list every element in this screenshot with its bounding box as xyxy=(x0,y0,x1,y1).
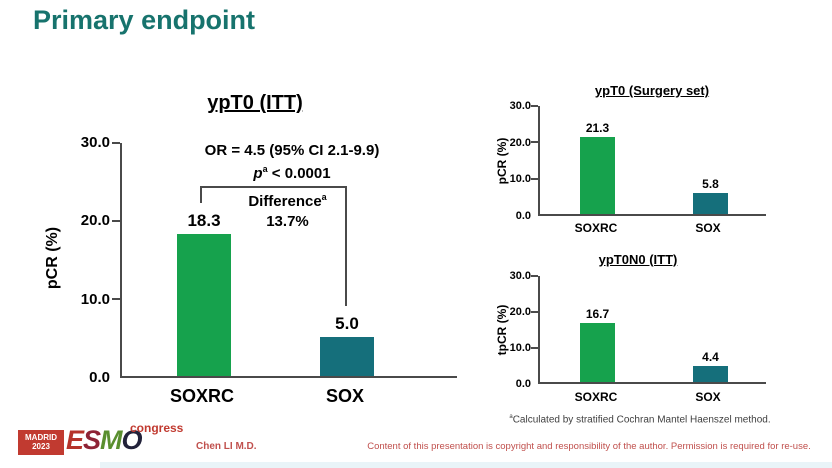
y-tick-mark xyxy=(112,142,120,144)
y-tick-label: 30.0 xyxy=(509,100,531,112)
y-tick-label: 20.0 xyxy=(509,306,531,318)
y-tick-mark xyxy=(531,347,538,349)
y-tick-mark xyxy=(531,105,538,107)
y-tick-mark xyxy=(531,275,538,277)
bar-value-label: 16.7 xyxy=(585,307,610,321)
copyright-notice: Content of this presentation is copyrigh… xyxy=(367,441,811,452)
x-category-label: SOXRC xyxy=(574,390,618,404)
bottom-accent-strip xyxy=(100,462,832,468)
chart-title: ypT0N0 (ITT) xyxy=(598,252,678,267)
comparison-bracket-top xyxy=(200,186,347,188)
y-tick-label: 20.0 xyxy=(80,212,110,229)
bar-value-label: 5.8 xyxy=(702,177,719,192)
y-axis-label: tpCR (%) xyxy=(495,304,509,356)
presenter-name: Chen LI M.D. xyxy=(196,441,257,452)
bar-group-sox: 5.8 xyxy=(693,106,728,214)
bar-group-soxrc: 21.3 xyxy=(580,106,615,214)
bar-group-sox: 5.0 xyxy=(320,143,374,376)
y-tick-label: 30.0 xyxy=(509,270,531,282)
plot-area: 16.7 4.4 xyxy=(538,276,766,384)
p-superscript: a xyxy=(262,164,268,174)
y-tick-mark xyxy=(531,178,538,180)
chart-title: ypT0 (Surgery set) xyxy=(594,83,710,98)
y-tick-mark xyxy=(112,298,120,300)
year-label: 2023 xyxy=(32,442,50,451)
footnote: aCalculated by stratified Cochran Mantel… xyxy=(509,414,771,426)
esmo-letter: O xyxy=(121,425,143,455)
bar-value-label: 21.3 xyxy=(585,121,610,136)
bar-value-label: 5.0 xyxy=(335,314,359,334)
y-tick-label: 20.0 xyxy=(509,137,531,149)
comparison-bracket-right xyxy=(345,186,347,306)
bar-group-soxrc: 16.7 xyxy=(580,276,615,382)
y-tick-label: 10.0 xyxy=(509,173,531,185)
congress-label: congress xyxy=(130,421,184,435)
y-tick-label: 0.0 xyxy=(89,369,110,386)
y-tick-mark xyxy=(531,311,538,313)
difference-label: Differencea xyxy=(248,192,327,210)
difference-value: 13.7% xyxy=(266,213,309,230)
x-category-label: SOXRC xyxy=(169,386,234,406)
y-tick-mark xyxy=(112,220,120,222)
madrid-label: MADRID xyxy=(25,433,57,442)
esmo-logo: ESMO xyxy=(66,425,143,456)
bar-group-sox: 4.4 xyxy=(693,276,728,382)
y-tick-label: 10.0 xyxy=(80,291,110,308)
y-tick-label: 0.0 xyxy=(515,210,531,222)
plot-area: 21.3 5.8 xyxy=(538,106,766,216)
y-axis-label: pCR (%) xyxy=(44,226,61,290)
y-tick-label: 0.0 xyxy=(515,378,531,390)
p-value-annotation: pa < 0.0001 xyxy=(137,164,447,182)
esmo-madrid-badge: MADRID 2023 xyxy=(18,430,64,455)
y-tick-label: 30.0 xyxy=(80,134,110,151)
footnote-marker: a xyxy=(509,414,513,420)
bar-soxrc xyxy=(580,323,615,382)
y-tick-mark xyxy=(531,141,538,143)
p-symbol: p xyxy=(253,165,263,182)
bar-group-soxrc: 18.3 xyxy=(177,143,231,376)
y-tick-label: 10.0 xyxy=(509,342,531,354)
esmo-letter: M xyxy=(100,425,122,455)
esmo-letter: S xyxy=(83,425,101,455)
x-category-label: SOXRC xyxy=(574,221,618,235)
bar-soxrc xyxy=(177,233,231,376)
esmo-letter: E xyxy=(66,425,84,455)
difference-superscript: a xyxy=(321,192,327,202)
bar-soxrc xyxy=(580,137,615,214)
bar-value-label: 18.3 xyxy=(187,210,221,230)
p-value-text: < 0.0001 xyxy=(267,165,331,182)
x-category-label: SOX xyxy=(325,386,364,406)
plot-area: 18.3 5.0 xyxy=(120,143,457,378)
bar-value-label: 4.4 xyxy=(702,350,719,365)
chart-title: ypT0 (ITT) xyxy=(207,92,303,114)
x-category-label: SOX xyxy=(695,390,721,404)
y-axis-label: pCR (%) xyxy=(495,137,509,185)
bar-sox xyxy=(693,366,728,382)
comparison-bracket-left xyxy=(200,186,202,203)
bar-sox xyxy=(693,193,728,214)
odds-ratio-annotation: OR = 4.5 (95% CI 2.1-9.9) xyxy=(204,142,380,159)
page-title: Primary endpoint xyxy=(33,5,256,35)
bar-sox xyxy=(320,337,374,376)
x-category-label: SOX xyxy=(695,221,721,235)
